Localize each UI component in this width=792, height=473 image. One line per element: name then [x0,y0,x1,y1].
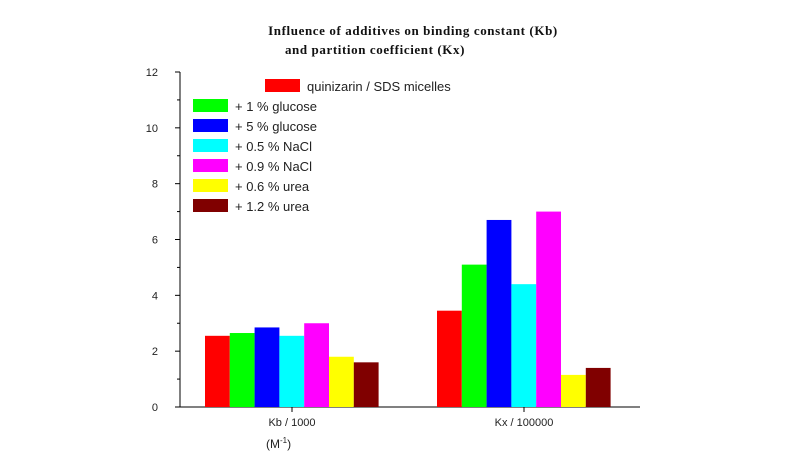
x-tick-label: Kx / 100000 [495,417,554,429]
legend-swatch [193,179,228,192]
plot-area: 0 2 4 6 8 10 12 Kb / 1000 Kx / 100000 (M-1) [146,67,640,451]
bar [511,284,537,407]
bar [329,356,354,407]
y-tick-label: 0 [152,402,158,414]
bar [279,335,305,407]
y-tick-label: 2 [152,346,158,358]
legend-swatch [193,119,228,132]
chart-title-line-2: and partition coefficient (Kx) [285,42,465,57]
y-tick-label: 6 [152,235,158,247]
legend-swatch [193,159,228,172]
legend-label: quinizarin / SDS micelles [307,79,451,94]
legend-swatch [265,79,300,92]
unit-base: (M [266,437,280,451]
bar [486,219,512,407]
y-tick-label: 8 [152,179,158,191]
legend-label: + 0.9 % NaCl [235,159,312,174]
legend-label: + 0.6 % urea [235,179,310,194]
bar [437,310,462,407]
y-tick-label: 10 [146,123,158,135]
y-tick-label: 12 [146,67,158,79]
bar [205,335,230,407]
legend-swatch [193,139,228,152]
bar [254,327,280,407]
legend-label: + 0.5 % NaCl [235,139,312,154]
legend-label: + 5 % glucose [235,119,317,134]
x-unit-label: (M-1) [266,436,291,451]
unit-close: ) [287,437,291,451]
bar [536,211,561,407]
y-tick-label: 4 [152,290,158,302]
x-tick-label: Kb / 1000 [268,417,315,429]
bar [561,374,586,407]
legend-label: + 1 % glucose [235,99,317,114]
bar [585,367,611,407]
bar [353,362,379,407]
chart-title-line-1: Influence of additives on binding consta… [268,23,558,38]
legend-swatch [193,199,228,212]
legend-swatch [193,99,228,112]
legend: quinizarin / SDS micelles + 1 % glucose + … [193,79,451,214]
legend-label: + 1.2 % urea [235,199,310,214]
unit-superscript: -1 [280,436,288,445]
bar [304,323,329,407]
bar [461,264,487,407]
bar [229,333,255,407]
